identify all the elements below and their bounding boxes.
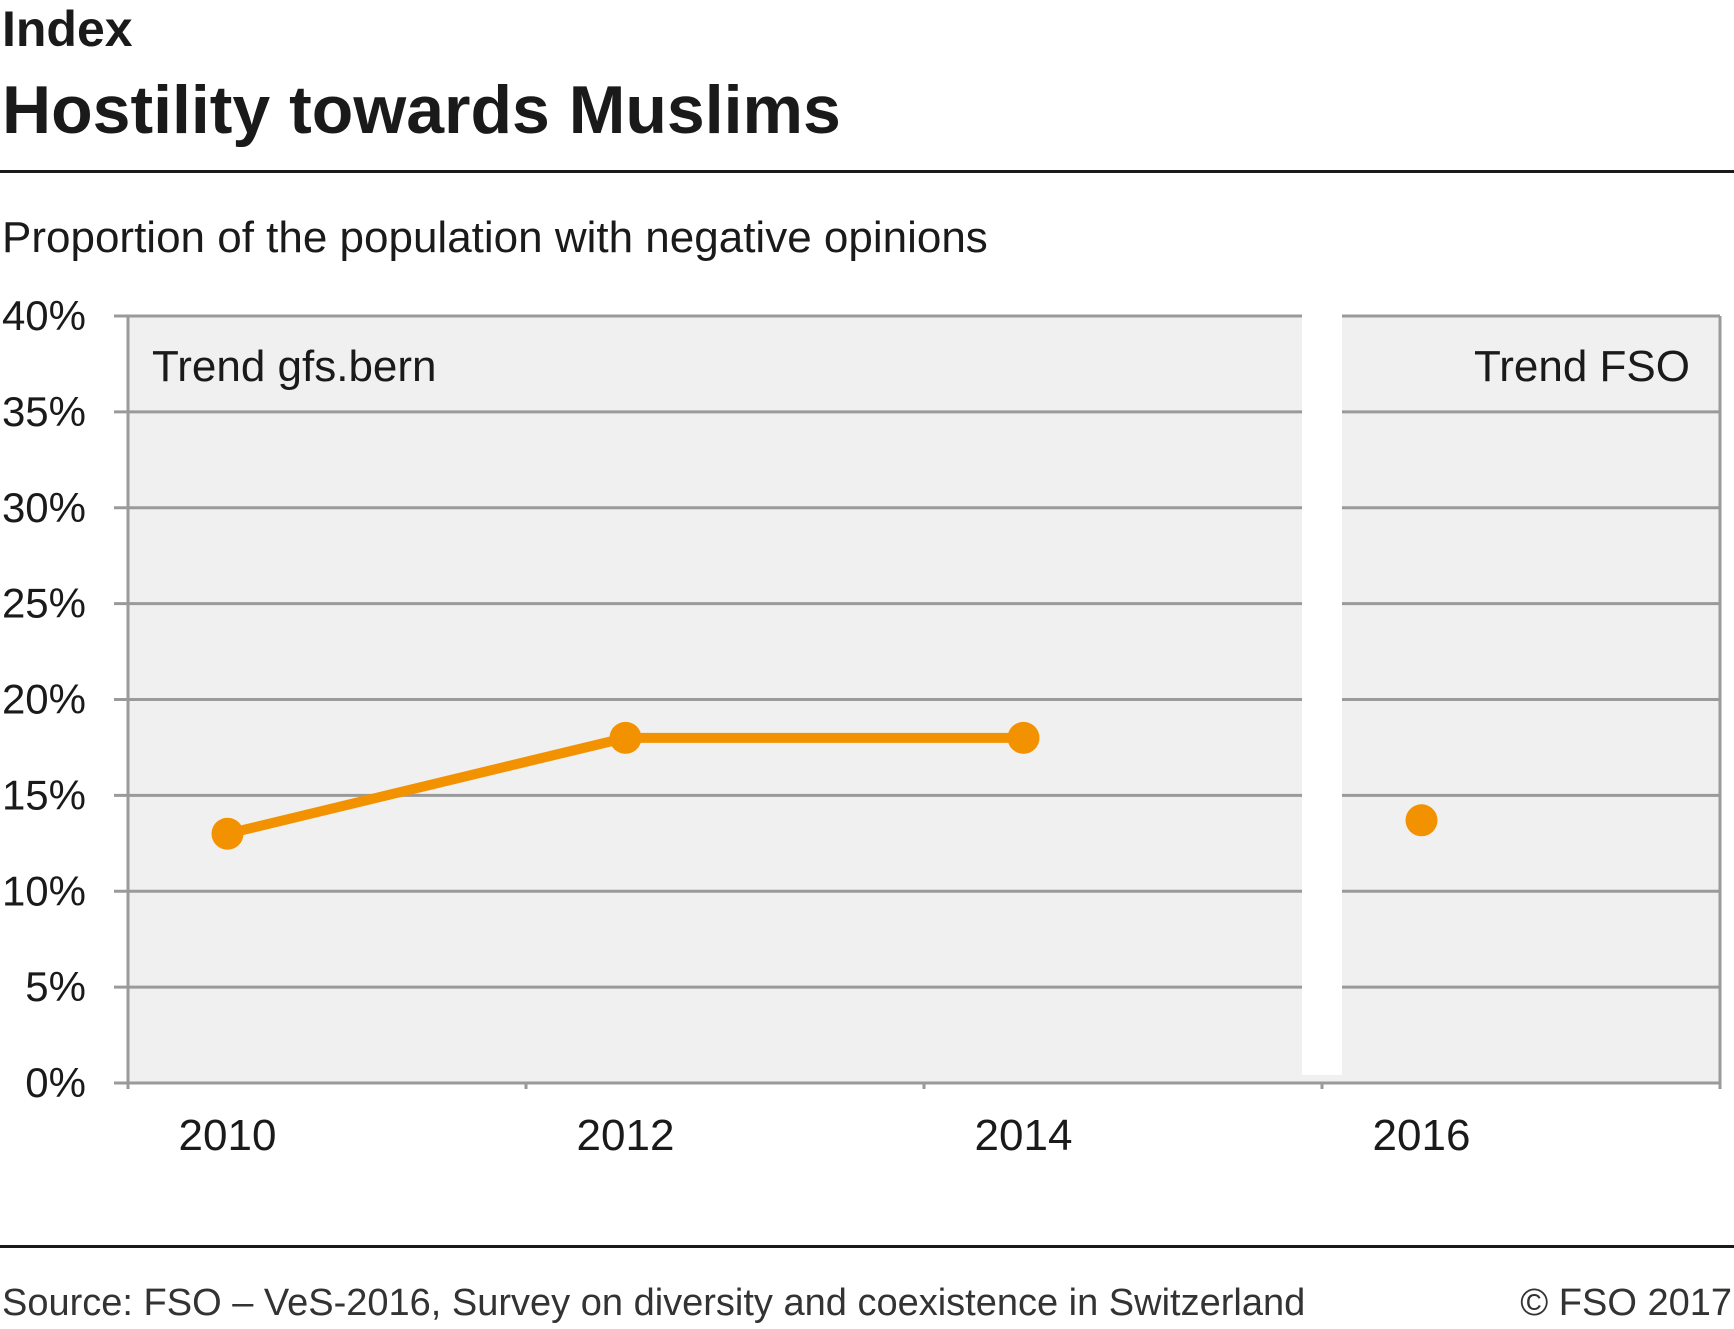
- y-tick-label: 25%: [2, 580, 86, 627]
- annotation-trend-fso: Trend FSO: [1474, 342, 1690, 391]
- chart-subtitle: Proportion of the population with negati…: [2, 213, 988, 262]
- y-tick-label: 10%: [2, 867, 86, 914]
- y-tick-label: 40%: [2, 292, 86, 339]
- y-tick-label: 5%: [25, 963, 86, 1010]
- line-chart: 0% 5% 10% 15% 20% 25% 30% 35% 40% 2010 2012 2014 20…: [2, 292, 1722, 1160]
- chart-title: Hostility towards Muslims: [2, 72, 841, 148]
- x-tick-label: 2012: [577, 1111, 675, 1160]
- y-tick-label: 20%: [2, 676, 86, 723]
- trend-separator: [1302, 314, 1342, 1075]
- x-tick-label: 2014: [975, 1111, 1073, 1160]
- data-point: [609, 721, 642, 754]
- chart-supertitle: Index: [2, 1, 133, 57]
- footer-divider: [0, 1245, 1734, 1248]
- copyright-note: © FSO 2017: [1520, 1282, 1732, 1324]
- source-note: Source: FSO – VeS-2016, Survey on divers…: [2, 1282, 1306, 1324]
- y-tick-label: 15%: [2, 771, 86, 818]
- data-point: [1007, 721, 1040, 754]
- title-divider: [0, 170, 1734, 173]
- y-tick-label: 30%: [2, 484, 86, 531]
- x-tick-label: 2010: [179, 1111, 277, 1160]
- data-point: [211, 817, 244, 850]
- y-tick-label: 35%: [2, 388, 86, 435]
- x-tick-label: 2016: [1373, 1111, 1471, 1160]
- data-point: [1405, 804, 1438, 837]
- annotation-trend-gfs: Trend gfs.bern: [152, 342, 437, 391]
- y-tick-label: 0%: [25, 1059, 86, 1106]
